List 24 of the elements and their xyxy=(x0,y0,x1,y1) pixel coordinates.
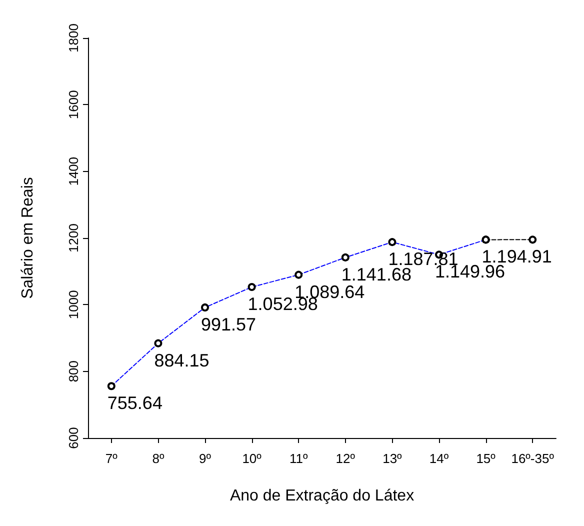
data-label: 991.57 xyxy=(201,314,256,334)
data-label: 755.64 xyxy=(107,393,162,414)
x-tick-label: 13º xyxy=(382,451,402,466)
y-tick-label: 1200 xyxy=(66,224,81,252)
data-label: 884.15 xyxy=(154,350,210,370)
x-tick-label: 8º xyxy=(152,451,164,466)
point xyxy=(528,236,537,244)
y-tick-label: 1000 xyxy=(66,290,81,320)
x-tick-label: 7º xyxy=(105,451,118,466)
x-tick-label: 14º xyxy=(429,451,449,466)
x-tick-label: 16º-35º xyxy=(511,451,554,466)
y-tick-label: 1600 xyxy=(66,90,81,120)
y-axis-title: Salário em Reais xyxy=(20,177,36,299)
data-label: 1.141.68 xyxy=(341,264,412,284)
y-tick-label: 1800 xyxy=(66,24,81,52)
x-axis-title: Ano de Extração do Látex xyxy=(230,488,414,504)
x-tick-label: 9º xyxy=(199,451,212,466)
y-tick-label: 600 xyxy=(66,427,81,449)
x-tick-label: 10º xyxy=(242,451,262,466)
y-tick-label: 1400 xyxy=(66,156,81,186)
x-tick-label: 12º xyxy=(336,451,356,466)
x-tick-label: 11º xyxy=(289,451,308,466)
y-tick-label: 800 xyxy=(66,360,81,382)
x-tick-label: 15º xyxy=(476,451,496,466)
